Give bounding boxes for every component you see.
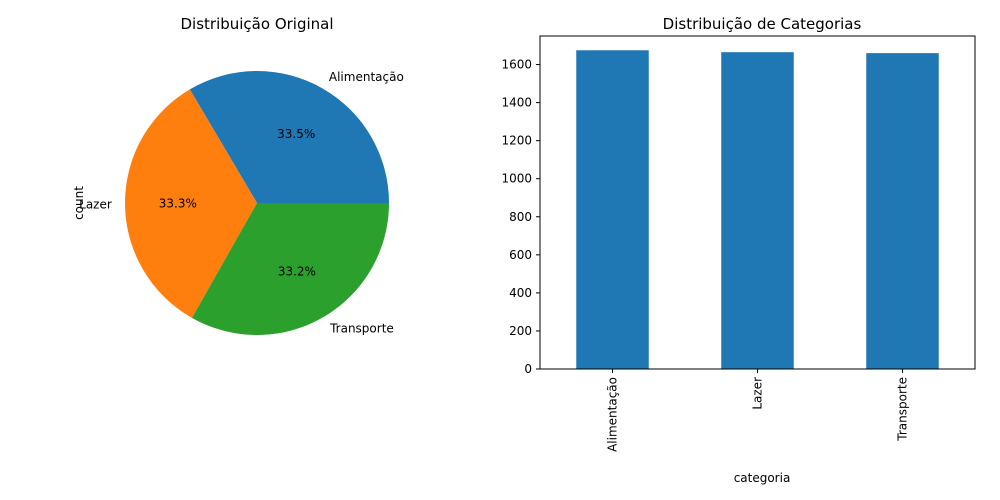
pie-slice-lazer — [125, 89, 257, 318]
pie-chart-ylabel: count — [72, 186, 86, 220]
pie-slices — [125, 71, 390, 335]
bar-transporte — [866, 53, 939, 369]
y-tick-label: 1600 — [501, 58, 532, 72]
pie-slice-alimentacao — [189, 71, 390, 203]
pie-category-label: Alimentação — [329, 70, 404, 84]
y-tick-label: 1400 — [501, 96, 532, 110]
pie-category-label: Lazer — [79, 197, 112, 211]
x-tick-label: Lazer — [751, 377, 765, 410]
y-tick-label: 800 — [509, 210, 532, 224]
bar-bars — [576, 50, 939, 370]
y-tick-label: 0 — [524, 362, 532, 376]
y-tick-label: 600 — [509, 248, 532, 262]
y-axis: 0 200 400 600 800 1000 1200 1400 1600 — [501, 58, 540, 376]
bar-chart: Distribuição de Categorias 0 200 400 600 800… — [501, 15, 976, 485]
bar-chart-title: Distribuição de Categorias — [663, 15, 862, 33]
x-tick-label: Transporte — [896, 377, 910, 442]
pie-percent-label: 33.3% — [159, 197, 197, 211]
x-axis-label: categoria — [734, 471, 791, 485]
pie-chart: Distribuição Original count Alimentação 3… — [72, 15, 404, 335]
pie-slice-transporte — [191, 203, 389, 335]
bar-lazer — [721, 52, 794, 370]
y-tick-label: 400 — [509, 286, 532, 300]
x-axis: Alimentação Lazer Transporte — [606, 369, 910, 452]
pie-percent-label: 33.2% — [278, 264, 316, 278]
y-tick-label: 1200 — [501, 134, 532, 148]
y-tick-label: 1000 — [501, 172, 532, 186]
pie-chart-title: Distribuição Original — [180, 15, 333, 33]
x-tick-label: Alimentação — [606, 377, 620, 452]
y-tick-label: 200 — [509, 324, 532, 338]
pie-percent-label: 33.5% — [277, 127, 315, 141]
pie-labels: Alimentação 33.5% Lazer 33.3% Transporte 33.2… — [79, 70, 404, 335]
bar-alimentacao — [576, 50, 649, 370]
pie-category-label: Transporte — [329, 321, 394, 335]
